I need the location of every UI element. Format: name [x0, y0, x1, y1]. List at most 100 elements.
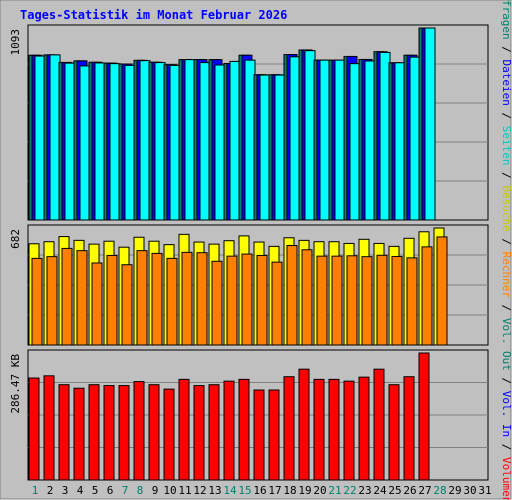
day-label: 29 — [448, 484, 461, 497]
kbytes-bar — [298, 368, 310, 481]
day-label: 5 — [92, 484, 99, 497]
day-label: 24 — [373, 484, 387, 497]
sites-bar — [256, 254, 268, 346]
sites-bar — [91, 262, 103, 346]
day-label: 10 — [163, 484, 176, 497]
legend-part: Rechner — [500, 252, 512, 299]
kbytes-bar — [58, 384, 70, 481]
legend-part: Volumen — [500, 457, 512, 500]
sites-bar — [406, 257, 418, 346]
kbytes-bar — [193, 385, 205, 481]
day-label: 3 — [62, 484, 69, 497]
sites-bar — [196, 252, 208, 346]
day-label: 1 — [32, 484, 39, 497]
sites-bar — [76, 250, 88, 346]
sites-bar — [226, 255, 238, 346]
kbytes-bar — [73, 387, 85, 481]
kbytes-bar — [178, 378, 190, 481]
sites-bar — [361, 256, 373, 346]
sites-bar — [376, 254, 388, 346]
legend-part: Besuche — [500, 185, 512, 231]
sites-bar — [271, 261, 283, 346]
kbytes-bar — [88, 384, 100, 481]
sites-bar — [121, 264, 133, 346]
kbytes-bar — [118, 385, 130, 481]
sites-bar — [316, 255, 328, 346]
y-axis-label: 1093 — [9, 29, 22, 56]
legend-part: Vol. Out — [500, 318, 512, 371]
sites-bar — [31, 257, 43, 346]
sites-bar — [346, 255, 358, 346]
day-label: 12 — [193, 484, 206, 497]
kbytes-bar — [268, 389, 280, 481]
sites-bar — [106, 254, 118, 346]
sites-bar — [211, 260, 223, 346]
day-label: 25 — [388, 484, 401, 497]
day-label: 8 — [137, 484, 144, 497]
day-label: 15 — [238, 484, 251, 497]
sites-bar — [301, 249, 313, 346]
legend-part: Dateien — [500, 60, 512, 106]
day-labels: 1 2 3 4 5 6 7 8 9 10 11 12 13 14 15 16 17 18 19 20 21 22 23 24 2… — [32, 484, 492, 497]
kbytes-bar — [28, 377, 40, 481]
day-label: 7 — [122, 484, 129, 497]
sites-bar — [151, 252, 163, 346]
panel-top: 1093 — [9, 24, 489, 221]
kbytes-bar — [163, 388, 175, 481]
sites-bar — [421, 246, 433, 346]
day-label: 31 — [478, 484, 491, 497]
legend-part: Anfragen — [500, 0, 512, 40]
day-label: 2 — [47, 484, 54, 497]
y-axis-label: 682 — [9, 229, 22, 249]
legend-part: / — [500, 166, 512, 186]
chart-title: Tages-Statistik im Monat Februar 2026 — [20, 8, 287, 22]
day-label: 30 — [463, 484, 476, 497]
day-label: 18 — [283, 484, 296, 497]
kbytes-bar — [283, 376, 295, 481]
day-label: 13 — [208, 484, 221, 497]
legend-part: Vol. In — [500, 391, 512, 437]
day-label: 27 — [418, 484, 431, 497]
sites-bar — [331, 255, 343, 346]
kbytes-bar — [148, 384, 160, 481]
day-label: 9 — [152, 484, 159, 497]
sites-bar — [241, 253, 253, 346]
day-label: 28 — [433, 484, 446, 497]
kbytes-bar — [103, 385, 115, 481]
chart-panels: 1093 682 286.47 KB — [9, 24, 489, 481]
day-label: 4 — [77, 484, 84, 497]
legend-part: / — [500, 298, 512, 318]
legend-part: / — [500, 40, 512, 60]
legend-part: Seiten — [500, 126, 512, 166]
legend-part: / — [500, 232, 512, 252]
kbytes-bar — [238, 378, 250, 481]
sites-bar — [436, 236, 448, 346]
panel-bottom: 286.47 KB — [9, 349, 489, 481]
kbytes-bar — [223, 380, 235, 481]
day-label: 21 — [328, 484, 341, 497]
sites-bar — [136, 250, 148, 346]
day-label: 14 — [223, 484, 237, 497]
kbytes-bar — [418, 352, 430, 481]
sites-bar — [391, 255, 403, 346]
y-axis-label: 286.47 KB — [9, 354, 22, 414]
series-legend: Anfragen / Dateien / Seiten / Besuche / … — [500, 0, 512, 500]
kbytes-bar — [373, 368, 385, 481]
kbytes-bar — [253, 389, 265, 481]
kbytes-bar — [133, 381, 145, 481]
sites-bar — [286, 244, 298, 346]
day-label: 11 — [178, 484, 191, 497]
day-label: 23 — [358, 484, 371, 497]
kbytes-bar — [358, 376, 370, 481]
day-label: 22 — [343, 484, 356, 497]
sites-bar — [181, 251, 193, 346]
legend-part: / — [500, 437, 512, 457]
sites-bar — [166, 257, 178, 346]
day-label: 6 — [107, 484, 114, 497]
sites-bar — [61, 247, 73, 346]
kbytes-bar — [208, 384, 220, 481]
kbytes-bar — [343, 380, 355, 481]
legend-part: / — [500, 371, 512, 391]
